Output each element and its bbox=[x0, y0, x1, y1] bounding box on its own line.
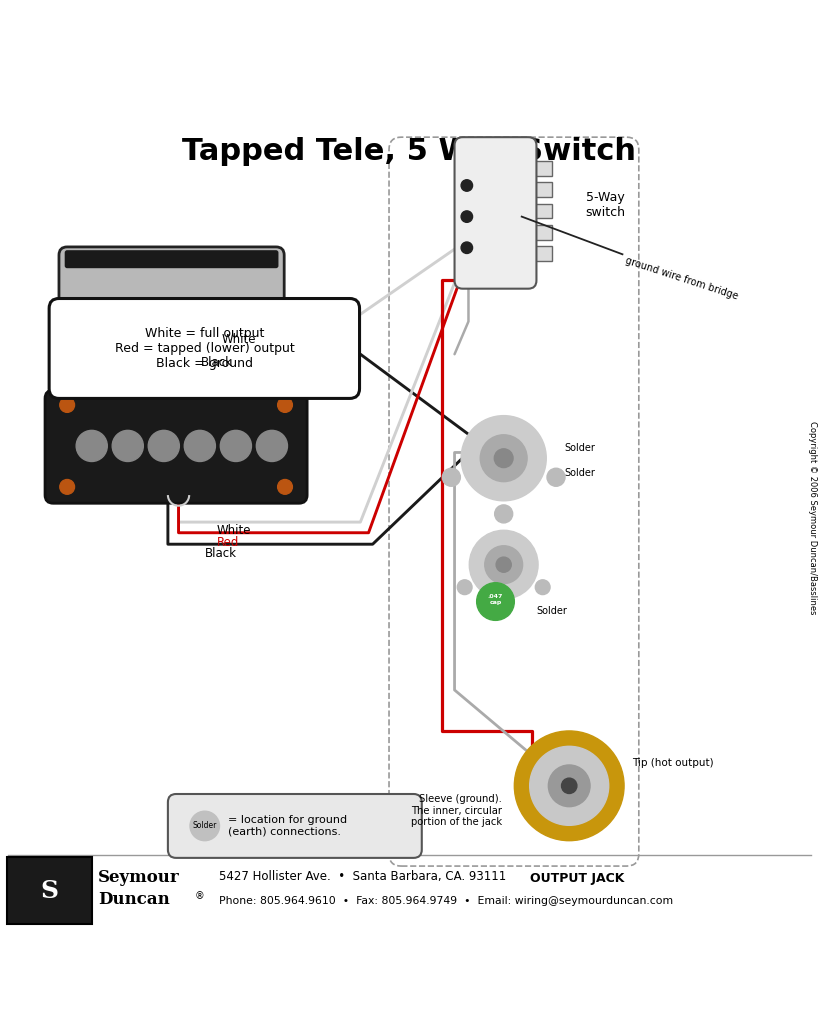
FancyBboxPatch shape bbox=[65, 305, 278, 322]
Text: ground wire from bridge: ground wire from bridge bbox=[624, 256, 740, 301]
Text: Solder: Solder bbox=[564, 468, 595, 478]
Text: 5427 Hollister Ave.  •  Santa Barbara, CA. 93111: 5427 Hollister Ave. • Santa Barbara, CA.… bbox=[219, 870, 507, 884]
Circle shape bbox=[278, 398, 292, 412]
FancyBboxPatch shape bbox=[49, 298, 360, 399]
Text: Phone: 805.964.9610  •  Fax: 805.964.9749  •  Email: wiring@seymourduncan.com: Phone: 805.964.9610 • Fax: 805.964.9749 … bbox=[219, 896, 673, 906]
Text: Solder: Solder bbox=[192, 822, 217, 831]
Circle shape bbox=[536, 580, 550, 595]
Text: OUTPUT JACK: OUTPUT JACK bbox=[530, 872, 625, 885]
Text: White: White bbox=[221, 333, 256, 346]
Circle shape bbox=[457, 580, 472, 595]
Text: ®: ® bbox=[195, 891, 205, 901]
Text: White: White bbox=[217, 524, 251, 537]
Circle shape bbox=[76, 430, 107, 461]
FancyBboxPatch shape bbox=[59, 247, 284, 323]
Circle shape bbox=[256, 430, 287, 461]
Text: = location for ground
(earth) connections.: = location for ground (earth) connection… bbox=[228, 815, 346, 837]
Circle shape bbox=[220, 430, 251, 461]
Circle shape bbox=[461, 180, 473, 192]
Circle shape bbox=[485, 546, 523, 583]
Text: Seymour: Seymour bbox=[98, 868, 180, 886]
Circle shape bbox=[495, 449, 513, 467]
Circle shape bbox=[461, 415, 546, 500]
Text: Red: Red bbox=[217, 536, 239, 549]
Text: .047
cap: .047 cap bbox=[488, 595, 503, 605]
Text: Duncan: Duncan bbox=[98, 891, 170, 909]
Text: Solder: Solder bbox=[564, 443, 595, 454]
Circle shape bbox=[480, 435, 527, 482]
Circle shape bbox=[549, 765, 590, 807]
Text: White = full output
Red = tapped (lower) output
Black = ground: White = full output Red = tapped (lower)… bbox=[115, 327, 295, 370]
Circle shape bbox=[184, 430, 215, 461]
Text: S: S bbox=[40, 879, 58, 902]
Text: Copyright © 2006 Seymour Duncan/Basslines: Copyright © 2006 Seymour Duncan/Bassline… bbox=[808, 422, 817, 614]
FancyBboxPatch shape bbox=[527, 203, 552, 219]
Text: Tapped Tele, 5 Way Switch: Tapped Tele, 5 Way Switch bbox=[183, 137, 636, 166]
FancyBboxPatch shape bbox=[455, 137, 536, 289]
Circle shape bbox=[278, 480, 292, 494]
FancyBboxPatch shape bbox=[45, 391, 307, 503]
Circle shape bbox=[148, 430, 179, 461]
Text: Solder: Solder bbox=[536, 606, 568, 615]
Circle shape bbox=[112, 430, 143, 461]
Text: 5-Way
switch: 5-Way switch bbox=[586, 191, 626, 220]
FancyBboxPatch shape bbox=[527, 225, 552, 239]
Text: Tip (hot output): Tip (hot output) bbox=[632, 758, 714, 768]
FancyBboxPatch shape bbox=[168, 794, 422, 858]
Circle shape bbox=[190, 811, 219, 840]
Circle shape bbox=[495, 505, 513, 523]
Circle shape bbox=[442, 468, 460, 486]
FancyBboxPatch shape bbox=[527, 161, 552, 176]
Text: Black: Black bbox=[201, 355, 233, 369]
Circle shape bbox=[496, 602, 511, 617]
Text: Sleeve (ground).
The inner, circular
portion of the jack: Sleeve (ground). The inner, circular por… bbox=[411, 794, 502, 827]
Circle shape bbox=[60, 398, 75, 412]
Circle shape bbox=[514, 731, 624, 840]
Circle shape bbox=[461, 242, 473, 254]
Circle shape bbox=[496, 557, 511, 572]
FancyBboxPatch shape bbox=[527, 182, 552, 197]
Text: Black: Black bbox=[205, 547, 237, 559]
Circle shape bbox=[461, 211, 473, 223]
Circle shape bbox=[60, 480, 75, 494]
Circle shape bbox=[477, 582, 514, 621]
Circle shape bbox=[547, 468, 565, 486]
FancyBboxPatch shape bbox=[527, 247, 552, 261]
Circle shape bbox=[562, 778, 577, 794]
Circle shape bbox=[469, 530, 538, 599]
FancyBboxPatch shape bbox=[65, 250, 278, 268]
Circle shape bbox=[530, 746, 609, 826]
FancyBboxPatch shape bbox=[7, 857, 92, 924]
